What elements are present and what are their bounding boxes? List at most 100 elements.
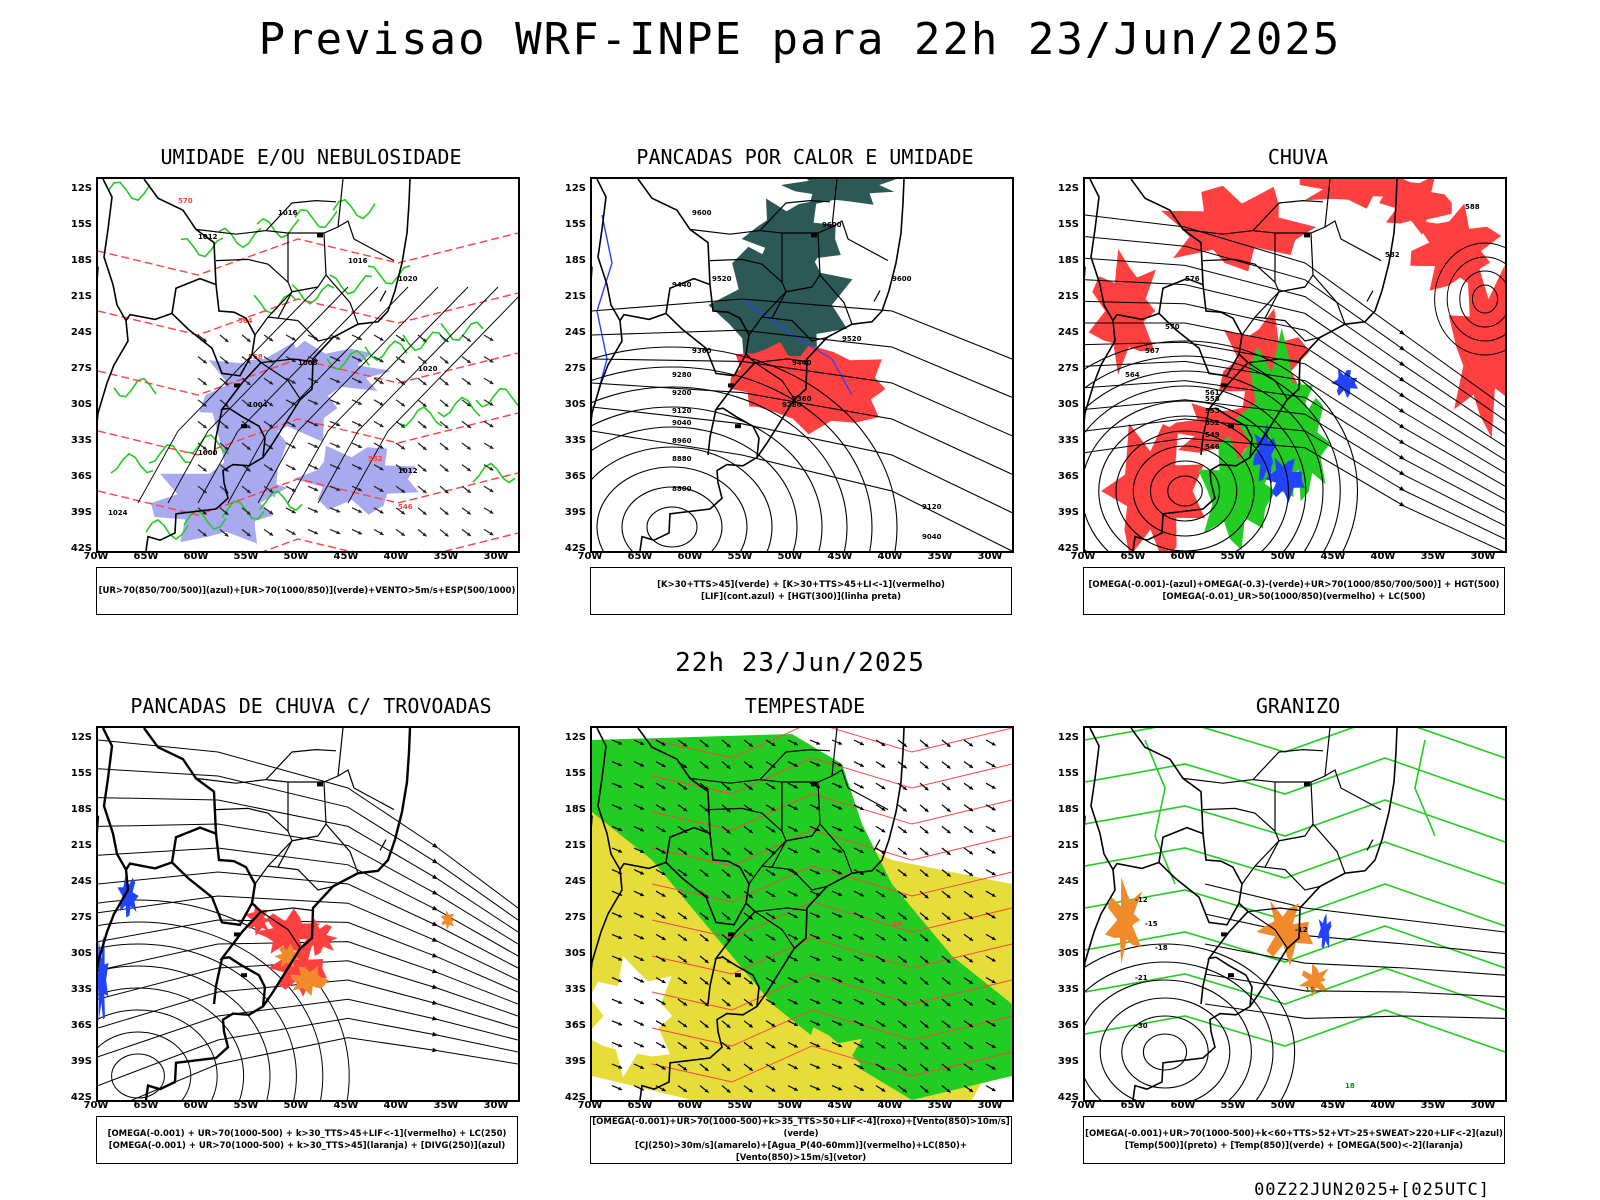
wind-vector-head [489, 358, 494, 363]
wind-vector-head [683, 915, 688, 920]
wind-vector-head [771, 785, 776, 790]
lc250-streamline [130, 1037, 518, 1100]
hgt500-contour [1085, 355, 1341, 551]
lc250-streamline [98, 847, 518, 957]
map-pancadas-trovoadas [96, 726, 520, 1102]
lat-tick-label: 42S [564, 543, 586, 554]
wind-vector-head [489, 337, 494, 341]
contour-label: 567 [1145, 347, 1160, 355]
state-border [265, 779, 289, 832]
contour-label: 9600 [892, 275, 912, 283]
wind-vector-head [771, 915, 776, 919]
state-border [847, 787, 889, 811]
wind-vector-head [748, 959, 753, 963]
thickness-contour [98, 232, 518, 276]
wind-vector-head [946, 764, 951, 769]
state-border [761, 835, 813, 868]
wind-vector-head [859, 1000, 864, 1005]
lc250-streamline [98, 768, 518, 921]
green-humidity-contour [110, 452, 154, 474]
wind-vector-head [202, 359, 207, 364]
streamline [1085, 418, 1505, 540]
wind-vector-head [683, 850, 688, 855]
wind-vector-head [881, 1066, 886, 1070]
wind-vector-head [838, 1086, 843, 1091]
state-border [195, 199, 337, 235]
wind-vector-head [618, 957, 623, 961]
contour-label: 8960 [672, 437, 692, 445]
lon-tick-label: 35W [927, 1100, 953, 1111]
wind-vector-head [639, 979, 644, 983]
map-canvas [98, 728, 518, 1100]
contour-label: 546 [398, 503, 413, 511]
country-border [592, 179, 623, 422]
state-border [260, 907, 313, 913]
panel-title: CHUVA [1267, 145, 1329, 169]
wind-vector-head [881, 785, 886, 790]
wind-vector-head [726, 851, 731, 856]
lon-tick-label: 40W [877, 1100, 903, 1111]
wind-vector-head [357, 336, 362, 340]
state-border [1366, 290, 1374, 302]
wind-vector-head [466, 489, 471, 493]
lat-tick-label: 30S [70, 948, 92, 959]
contour-label: 1004 [248, 401, 268, 409]
wind-vector-head [726, 1002, 731, 1007]
lc250-streamline [98, 987, 245, 1100]
wind-vector-head [246, 467, 251, 472]
wind-vector-head [379, 466, 384, 471]
wind-vector-head [246, 446, 251, 450]
wind-vector-head [838, 849, 843, 853]
wind-vector-head [946, 1045, 951, 1050]
wind-vector-head [726, 872, 731, 877]
wind-vector-head [314, 336, 319, 340]
wind-vector-head [618, 805, 623, 810]
wind-vector-head [859, 892, 864, 897]
wind-vector-head [683, 742, 688, 747]
wind-vector-head [291, 358, 296, 362]
wind-vector-head [816, 741, 821, 745]
wind-vector-head [969, 915, 974, 920]
wind-vector-head [793, 914, 798, 918]
country-border [220, 353, 266, 458]
wind-vector-head [881, 828, 886, 833]
wind-vector-head [269, 532, 274, 536]
wind-vector-head [859, 1087, 864, 1091]
wind-vector-head [291, 488, 296, 492]
green-humidity-contour [218, 227, 262, 249]
green-humidity-contour [107, 181, 151, 202]
lc250-streamline [98, 998, 518, 1058]
wind-vector-head [683, 807, 688, 812]
wind-vector-head [793, 784, 798, 789]
rain-area-red [1379, 179, 1452, 235]
wind-vector-head [639, 806, 644, 810]
panel-granizo: GRANIZO -12 -15 -18 -21 -30 -12 15 18 12S 15S 18S… [1058, 694, 1513, 1174]
wind-vector-head [816, 849, 821, 853]
lat-tick-label: 33S [70, 984, 92, 995]
lc250-streamline [98, 919, 518, 993]
lc250-streamline [98, 823, 518, 945]
wind-vector-head [793, 1000, 798, 1005]
panel-legend: [OMEGA(-0.001) + UR>70(1000-500) + k>30_… [96, 1116, 518, 1164]
lat-tick-label: 12S [1057, 732, 1079, 743]
wind-vector-head [661, 914, 666, 919]
wind-vector-head [816, 762, 821, 767]
lat-tick-label: 33S [1057, 435, 1079, 446]
wind-vector-head [969, 1023, 974, 1028]
wind-vector-head [661, 742, 666, 746]
lake-marker [317, 233, 323, 238]
wind-vector-head [991, 1066, 996, 1070]
wind-vector-head [991, 806, 996, 811]
green-humidity-contour [256, 217, 300, 239]
panel-legend: [K>30+TTS>45](verde) + [K>30+TTS>45+LI<-… [590, 567, 1012, 615]
lon-tick-label: 50W [283, 1100, 309, 1111]
state-border [379, 290, 387, 302]
wind-vector-head [748, 894, 753, 898]
wind-vector-head [224, 359, 229, 364]
country-border [98, 728, 130, 975]
lat-tick-label: 36S [564, 1020, 586, 1031]
wind-vector-head [336, 400, 341, 405]
wind-vector-head [881, 1023, 886, 1027]
wind-vector-head [661, 785, 666, 789]
lat-tick-label: 33S [564, 435, 586, 446]
